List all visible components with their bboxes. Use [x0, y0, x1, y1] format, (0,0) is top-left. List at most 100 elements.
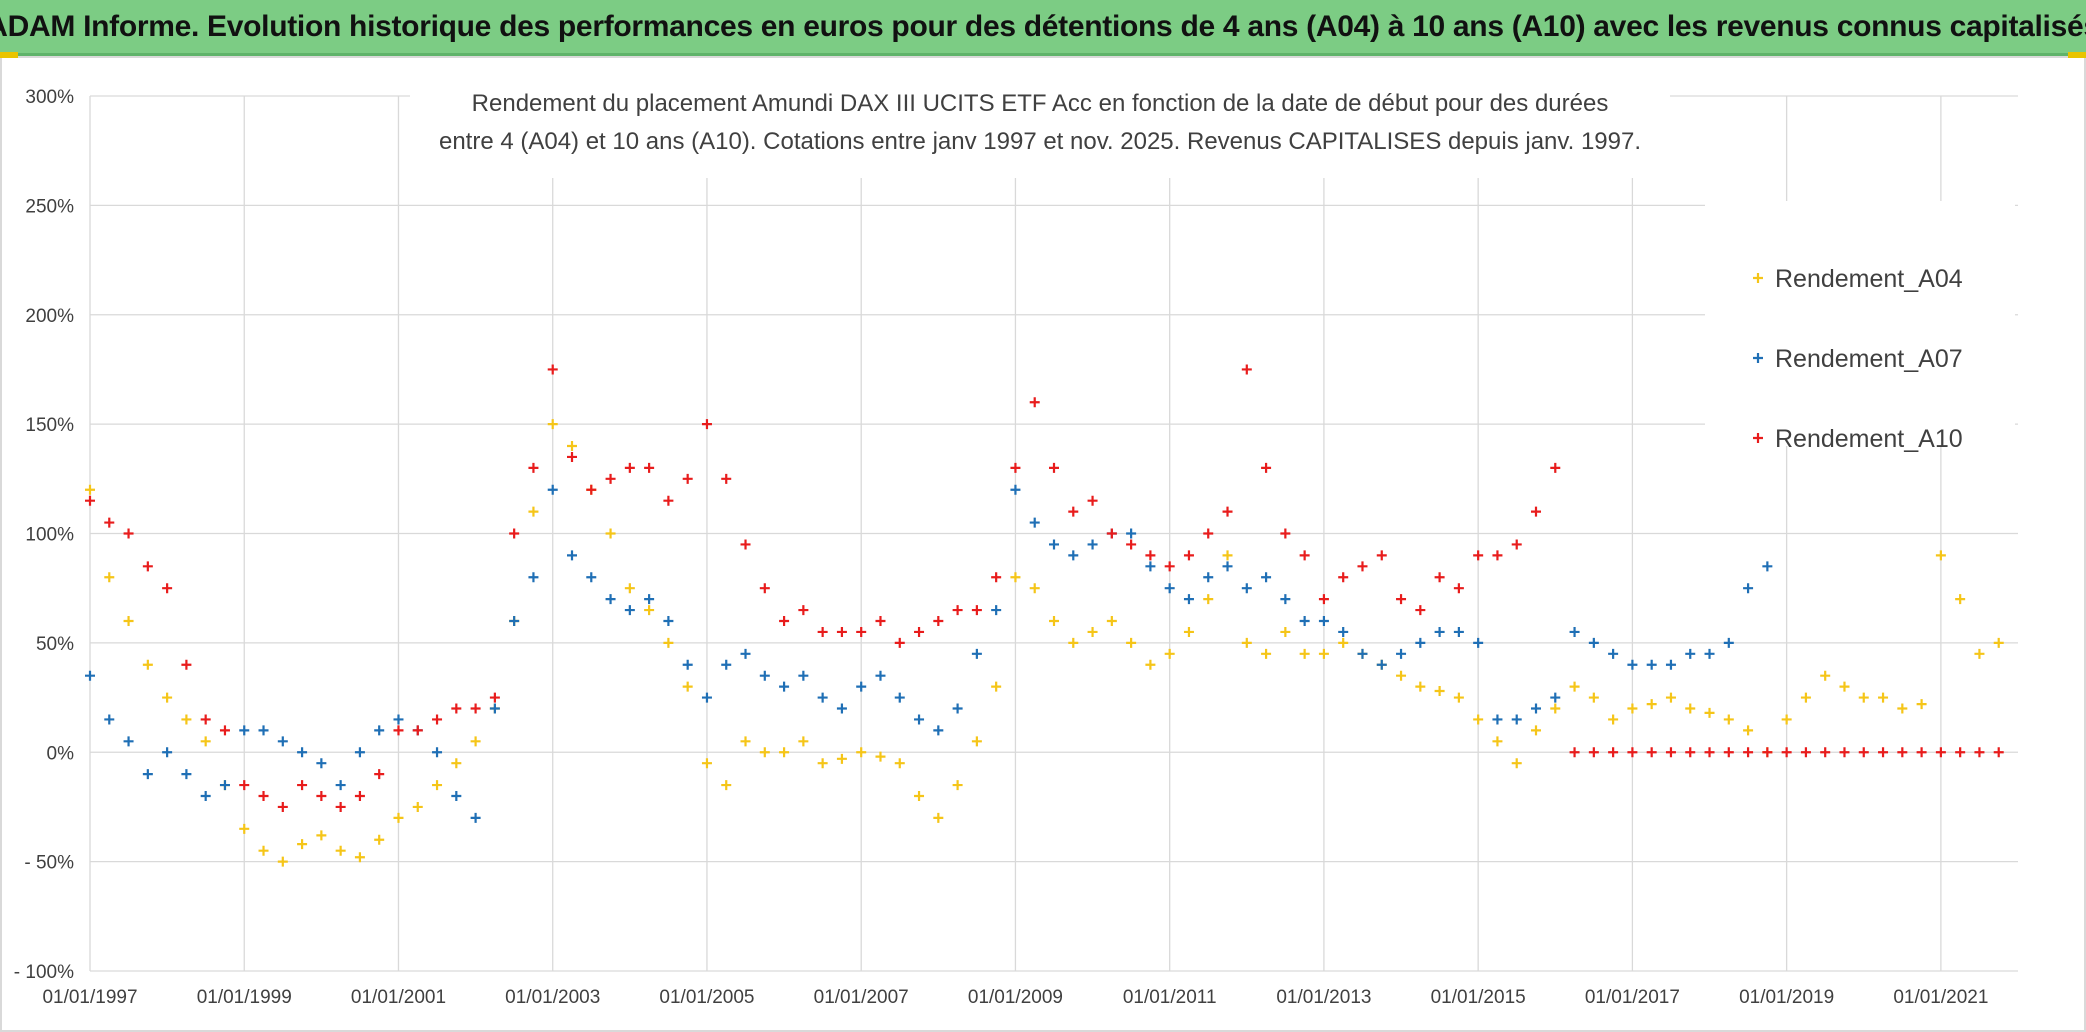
data-point	[1203, 594, 1214, 605]
data-point	[393, 725, 404, 736]
data-point	[1376, 550, 1387, 561]
data-point	[1646, 659, 1657, 670]
y-axis-tick-labels: 300% 250% 200% 150% 100% 50% 0% - 50% - 100%	[14, 87, 74, 983]
data-point	[1280, 528, 1291, 539]
data-point	[1453, 626, 1464, 637]
data-point	[1511, 539, 1522, 550]
x-tick-label: 01/01/2003	[505, 987, 600, 1008]
y-tick-label: 200%	[25, 306, 74, 327]
data-point	[1511, 714, 1522, 725]
data-point	[104, 517, 115, 528]
data-point	[432, 780, 443, 791]
data-point	[1955, 747, 1966, 758]
data-point	[1531, 725, 1541, 736]
data-point	[644, 594, 655, 605]
data-point	[412, 801, 423, 812]
data-point	[1608, 747, 1619, 758]
data-point	[1357, 648, 1368, 659]
data-point	[1531, 506, 1541, 517]
data-point	[181, 714, 192, 725]
data-point	[1781, 714, 1792, 725]
data-point	[1492, 550, 1503, 561]
data-point	[1743, 725, 1754, 736]
data-point	[1646, 747, 1657, 758]
data-point	[682, 473, 693, 484]
data-point	[1126, 539, 1137, 550]
data-point	[1299, 550, 1310, 561]
data-point	[1743, 747, 1754, 758]
series-Rendement_A07	[85, 484, 1773, 823]
data-point	[1261, 462, 1272, 473]
data-point	[1453, 583, 1464, 594]
data-point	[1241, 637, 1252, 648]
data-point	[1415, 681, 1426, 692]
x-tick-label: 01/01/2001	[351, 987, 446, 1008]
data-point	[567, 441, 577, 451]
data-point	[162, 583, 173, 594]
data-point	[470, 736, 481, 747]
data-point	[1396, 670, 1407, 681]
data-point	[856, 747, 867, 758]
data-point	[432, 714, 443, 725]
data-point	[798, 670, 809, 681]
data-point	[547, 419, 558, 430]
x-tick-label: 01/01/1999	[197, 987, 292, 1008]
data-point	[1955, 594, 1966, 605]
data-point	[1762, 561, 1773, 572]
data-point	[1087, 539, 1098, 550]
data-point	[1993, 747, 2004, 758]
data-point	[663, 637, 674, 648]
data-point	[1588, 637, 1599, 648]
data-point	[1473, 637, 1484, 648]
data-point	[875, 751, 886, 762]
x-tick-label: 01/01/2005	[659, 987, 754, 1008]
banner-title: ADAM Informe. Evolution historique des p…	[0, 9, 2086, 43]
data-point	[1203, 572, 1214, 583]
data-point	[1049, 539, 1059, 550]
data-point	[1762, 747, 1773, 758]
data-point	[1029, 517, 1040, 528]
data-point	[1145, 659, 1156, 670]
data-point	[817, 692, 828, 703]
data-point	[393, 812, 404, 823]
x-tick-label: 01/01/2011	[1123, 987, 1217, 1008]
data-point	[624, 583, 635, 594]
data-point	[316, 758, 327, 769]
legend-label: Rendement_A04	[1775, 265, 1963, 293]
data-point	[1627, 703, 1638, 714]
data-point	[759, 747, 770, 758]
data-point	[721, 780, 732, 791]
data-point	[1473, 550, 1484, 561]
data-point	[836, 626, 847, 637]
data-point	[1145, 561, 1156, 572]
data-point	[1396, 594, 1407, 605]
data-point	[1974, 747, 1985, 758]
data-point	[682, 681, 693, 692]
data-point	[644, 605, 655, 616]
data-point	[1434, 572, 1445, 583]
data-point	[952, 703, 963, 714]
data-point	[200, 736, 211, 747]
data-point	[1665, 692, 1676, 703]
data-point	[914, 626, 925, 637]
data-point	[1820, 747, 1831, 758]
data-point	[239, 823, 250, 834]
data-point	[1068, 637, 1079, 648]
data-point	[1897, 703, 1908, 714]
data-point	[277, 801, 288, 812]
data-point	[142, 561, 153, 572]
data-point	[354, 791, 365, 801]
data-point	[1974, 648, 1985, 659]
data-point	[1126, 637, 1137, 648]
data-point	[894, 637, 905, 648]
data-point	[1665, 659, 1676, 670]
data-point	[1646, 699, 1657, 710]
data-point	[1183, 594, 1194, 605]
data-point	[1916, 747, 1927, 758]
data-point	[933, 812, 944, 823]
data-point	[1839, 681, 1850, 692]
y-tick-label: 250%	[25, 196, 74, 217]
data-point	[740, 648, 751, 659]
data-point	[1588, 692, 1599, 703]
data-point	[1222, 550, 1233, 561]
